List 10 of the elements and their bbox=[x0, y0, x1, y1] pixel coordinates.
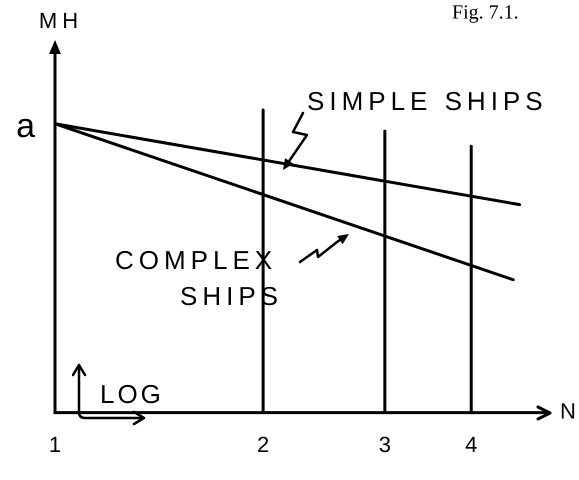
caption: Fig. 7.1. bbox=[452, 1, 519, 24]
x-tick-label: 1 bbox=[48, 432, 62, 457]
annotation: LOG bbox=[100, 379, 164, 410]
x-tick-label: 3 bbox=[378, 432, 391, 457]
annotation: a bbox=[16, 107, 36, 146]
x-axis-title: N bbox=[560, 398, 576, 424]
series-label: SIMPLE SHIPS bbox=[307, 86, 548, 116]
y-axis-title: MH bbox=[38, 8, 84, 34]
x-tick-label: 4 bbox=[465, 432, 478, 457]
x-tick-label: 2 bbox=[256, 432, 270, 457]
